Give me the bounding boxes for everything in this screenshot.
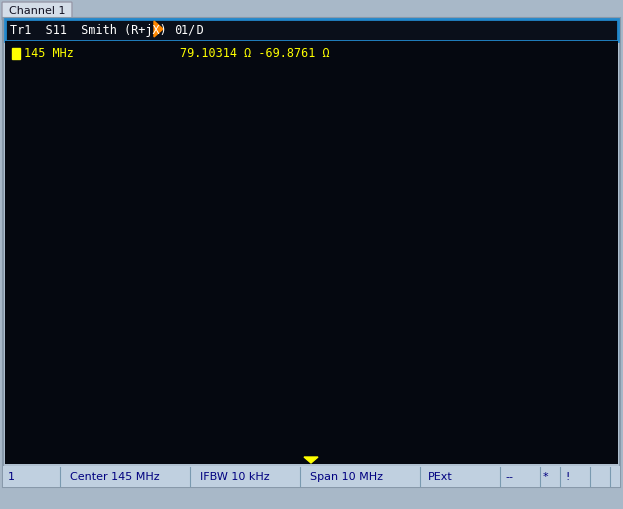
Text: 2.0: 2.0 (372, 381, 386, 394)
Text: 100: 100 (421, 231, 430, 245)
Text: *: * (543, 472, 549, 482)
Text: 60: 60 (403, 78, 416, 88)
Text: 50.0: 50.0 (472, 261, 485, 279)
Text: 210: 210 (133, 346, 151, 355)
Text: 145 MHz: 145 MHz (24, 46, 74, 60)
Text: 0: 0 (505, 247, 510, 258)
Text: 0.2: 0.2 (201, 358, 214, 369)
Bar (5, 41, 618, 464)
Text: -10.0: -10.0 (209, 188, 231, 206)
Text: 240: 240 (204, 417, 223, 427)
Text: 50.0: 50.0 (366, 229, 375, 245)
Text: Tr1  S11  Smith (R+jX)  1/: Tr1 S11 Smith (R+jX) 1/ (10, 23, 195, 37)
Text: 150: 150 (133, 150, 151, 159)
Text: 10.0: 10.0 (250, 229, 259, 245)
Text: IFBW 10 kHz: IFBW 10 kHz (200, 472, 270, 482)
Text: Span 10 MHz: Span 10 MHz (310, 472, 383, 482)
Text: 0.2: 0.2 (201, 136, 214, 147)
Text: 20.0: 20.0 (463, 282, 478, 301)
Text: 300: 300 (400, 417, 419, 427)
Text: 0.5: 0.5 (259, 393, 271, 403)
Text: !: ! (565, 472, 569, 482)
Text: -1.0: -1.0 (134, 231, 143, 245)
Text: 1.0: 1.0 (315, 95, 329, 106)
Text: PExt: PExt (428, 472, 453, 482)
Text: 25.0: 25.0 (307, 229, 316, 245)
Polygon shape (154, 21, 163, 37)
Text: --: -- (505, 472, 513, 482)
Text: 20.0: 20.0 (463, 204, 478, 223)
Text: 1: 1 (8, 472, 15, 482)
Text: 0.5: 0.5 (259, 102, 271, 111)
Text: 5.0: 5.0 (420, 346, 435, 360)
Bar (3, 466, 620, 487)
Text: 90: 90 (305, 51, 318, 62)
Text: -25.0: -25.0 (239, 342, 260, 357)
Text: 2.0: 2.0 (372, 110, 386, 124)
Text: 10.0: 10.0 (238, 145, 257, 159)
Text: 120: 120 (204, 78, 223, 88)
Text: 0: 0 (505, 247, 510, 258)
Polygon shape (304, 457, 318, 463)
Text: 5.0: 5.0 (420, 145, 435, 159)
Text: 330: 330 (472, 346, 490, 355)
Bar (12, 48, 20, 59)
Text: Center 145 MHz: Center 145 MHz (70, 472, 159, 482)
Text: 500: 500 (464, 231, 473, 245)
Text: 270: 270 (302, 443, 321, 454)
Text: -40.0: -40.0 (214, 296, 235, 313)
Text: 10.0: 10.0 (447, 176, 464, 194)
Text: 180: 180 (101, 260, 120, 270)
Text: Deg: Deg (100, 235, 120, 245)
Text: 1.0: 1.0 (315, 399, 329, 410)
Text: 250: 250 (449, 231, 458, 245)
FancyBboxPatch shape (2, 2, 72, 20)
Text: 30: 30 (475, 150, 487, 159)
Text: 1: 1 (406, 274, 414, 287)
Text: 10.0: 10.0 (447, 310, 464, 330)
Text: Channel 1: Channel 1 (9, 6, 65, 16)
Bar (5, 19, 618, 41)
Text: 50.0: 50.0 (472, 226, 485, 244)
Text: 79.10314 Ω -69.8761 Ω: 79.10314 Ω -69.8761 Ω (180, 46, 330, 60)
Text: 0  D: 0 D (161, 23, 204, 37)
